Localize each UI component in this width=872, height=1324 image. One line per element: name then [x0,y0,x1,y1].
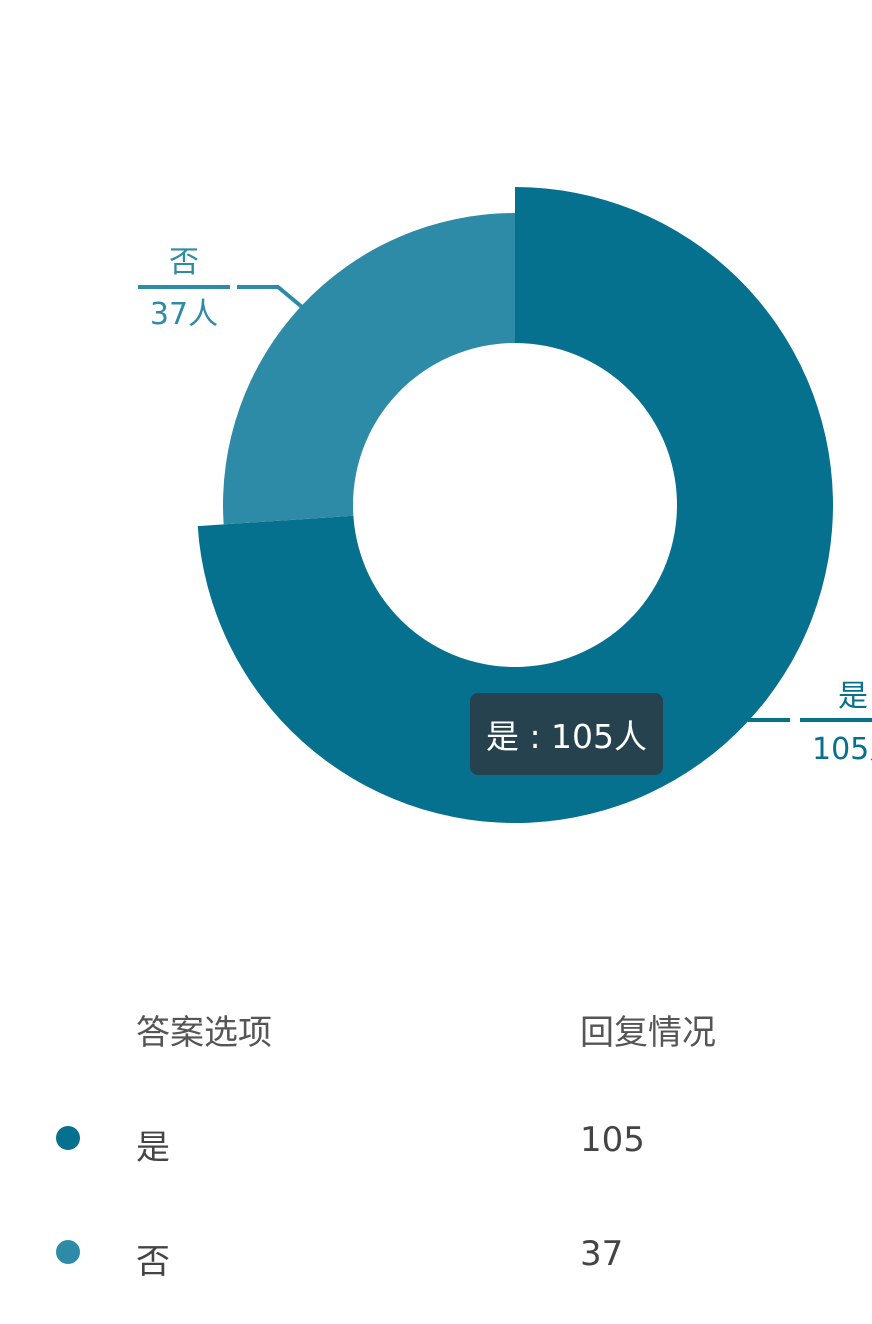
label-yes: 是 105人 [748,679,872,767]
label-no: 否 37人 [138,245,304,332]
label-yes-name: 是 [838,679,868,714]
tooltip: 是 : 105人 [470,693,663,775]
header-option: 答案选项 [136,1013,272,1053]
label-yes-value: 105人 [812,732,872,767]
slice-no[interactable] [223,213,516,525]
row-option-no: 否 [136,1242,170,1282]
legend-dot-no [56,1240,80,1264]
label-no-value: 37人 [150,297,218,332]
row-option-yes: 是 [136,1128,170,1168]
row-count-yes: 105 [580,1120,645,1160]
row-count-no: 37 [580,1234,624,1274]
slice-yes[interactable] [197,187,833,823]
legend-dot-yes [56,1126,80,1150]
label-no-name: 否 [169,245,199,280]
donut-chart: 否 37人 是 105人 [138,187,872,823]
header-response: 回复情况 [580,1013,716,1053]
leader-elbow-no [237,285,304,309]
